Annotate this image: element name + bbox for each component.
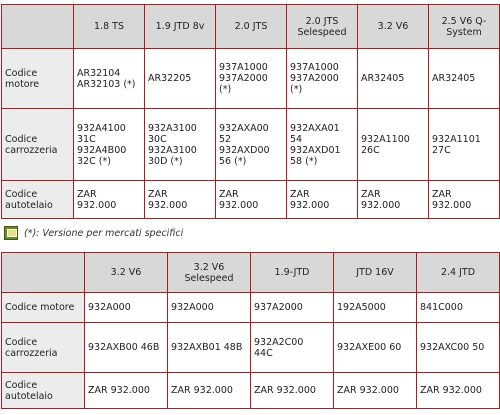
- table-cell: 932A3100 30C 932A3100 30D (*): [144, 108, 216, 181]
- table-cell: 932A1101 27C: [428, 108, 500, 181]
- table-cell: ZAR 932.000: [84, 372, 168, 409]
- row-header: Codice autotelaio: [1, 372, 85, 409]
- table-row: Codice carrozzeria 932A4100 31C 932A4B00…: [1, 108, 500, 181]
- column-header: 3.2 V6: [357, 4, 429, 49]
- column-header: JTD 16V: [333, 252, 417, 293]
- table-cell: 932AXA01 54 932AXD01 58 (*): [286, 108, 358, 181]
- table-cell: 932AXB00 46B: [84, 322, 168, 373]
- table-cell: ZAR 932.000: [286, 180, 358, 219]
- footnote: (*): Versione per mercati specifici: [4, 225, 183, 241]
- table-row: Codice motore AR32104 AR32103 (*) AR3220…: [1, 48, 500, 109]
- table-cell: AR32405: [357, 48, 429, 109]
- column-header: 2.0 JTS: [215, 4, 287, 49]
- row-header: Codice carrozzeria: [1, 322, 85, 373]
- row-header: Codice autotelaio: [1, 180, 74, 219]
- table-cell: ZAR 932.000: [428, 180, 500, 219]
- column-header: 2.5 V6 Q- System: [428, 4, 500, 49]
- column-header: 1.9-JTD: [250, 252, 334, 293]
- engine-codes-table-2: 3.2 V6 3.2 V6 Selespeed 1.9-JTD JTD 16V …: [1, 252, 500, 409]
- table-cell: AR32205: [144, 48, 216, 109]
- table-cell: ZAR 932.000: [357, 180, 429, 219]
- table-cell: ZAR 932.000: [333, 372, 417, 409]
- engine-codes-table-1: 1.8 TS 1.9 JTD 8v 2.0 JTS 2.0 JTS Selesp…: [1, 4, 500, 219]
- table-corner: [1, 252, 85, 293]
- table-cell: 932A4100 31C 932A4B00 32C (*): [73, 108, 145, 181]
- table-row: Codice carrozzeria 932AXB00 46B 932AXB01…: [1, 322, 500, 373]
- table-corner: [1, 4, 74, 49]
- table-cell: ZAR 932.000: [215, 180, 287, 219]
- table-cell: ZAR 932.000: [167, 372, 251, 409]
- column-header: 3.2 V6: [84, 252, 168, 293]
- table-cell: AR32405: [428, 48, 500, 109]
- table-cell: ZAR 932.000: [73, 180, 145, 219]
- table-cell: 192A5000: [333, 292, 417, 323]
- note-icon: [4, 226, 18, 240]
- table-cell: 937A2000: [250, 292, 334, 323]
- table-cell: 932A000: [84, 292, 168, 323]
- table-row: Codice motore 932A000 932A000 937A2000 1…: [1, 292, 500, 323]
- table-row: Codice autotelaio ZAR 932.000 ZAR 932.00…: [1, 372, 500, 409]
- table-cell: 932AXA00 52 932AXD00 56 (*): [215, 108, 287, 181]
- table-cell: 841C000: [416, 292, 500, 323]
- row-header: Codice motore: [1, 292, 85, 323]
- table-cell: 932AXB01 48B: [167, 322, 251, 373]
- table-cell: 932A2C00 44C: [250, 322, 334, 373]
- row-header: Codice carrozzeria: [1, 108, 74, 181]
- table-cell: 932AXC00 50: [416, 322, 500, 373]
- row-header: Codice motore: [1, 48, 74, 109]
- table-cell: 932A000: [167, 292, 251, 323]
- table-cell: 932A1100 26C: [357, 108, 429, 181]
- table-cell: 937A1000 937A2000 (*): [215, 48, 287, 109]
- column-header: 2.4 JTD: [416, 252, 500, 293]
- table-cell: ZAR 932.000: [416, 372, 500, 409]
- table-cell: AR32104 AR32103 (*): [73, 48, 145, 109]
- table-cell: 932AXE00 60: [333, 322, 417, 373]
- column-header: 3.2 V6 Selespeed: [167, 252, 251, 293]
- table-cell: ZAR 932.000: [250, 372, 334, 409]
- column-header: 1.8 TS: [73, 4, 145, 49]
- column-header: 2.0 JTS Selespeed: [286, 4, 358, 49]
- table-row: Codice autotelaio ZAR 932.000 ZAR 932.00…: [1, 180, 500, 219]
- footnote-text: (*): Versione per mercati specifici: [24, 227, 184, 239]
- column-header: 1.9 JTD 8v: [144, 4, 216, 49]
- table-cell: ZAR 932.000: [144, 180, 216, 219]
- table-cell: 937A1000 937A2000 (*): [286, 48, 358, 109]
